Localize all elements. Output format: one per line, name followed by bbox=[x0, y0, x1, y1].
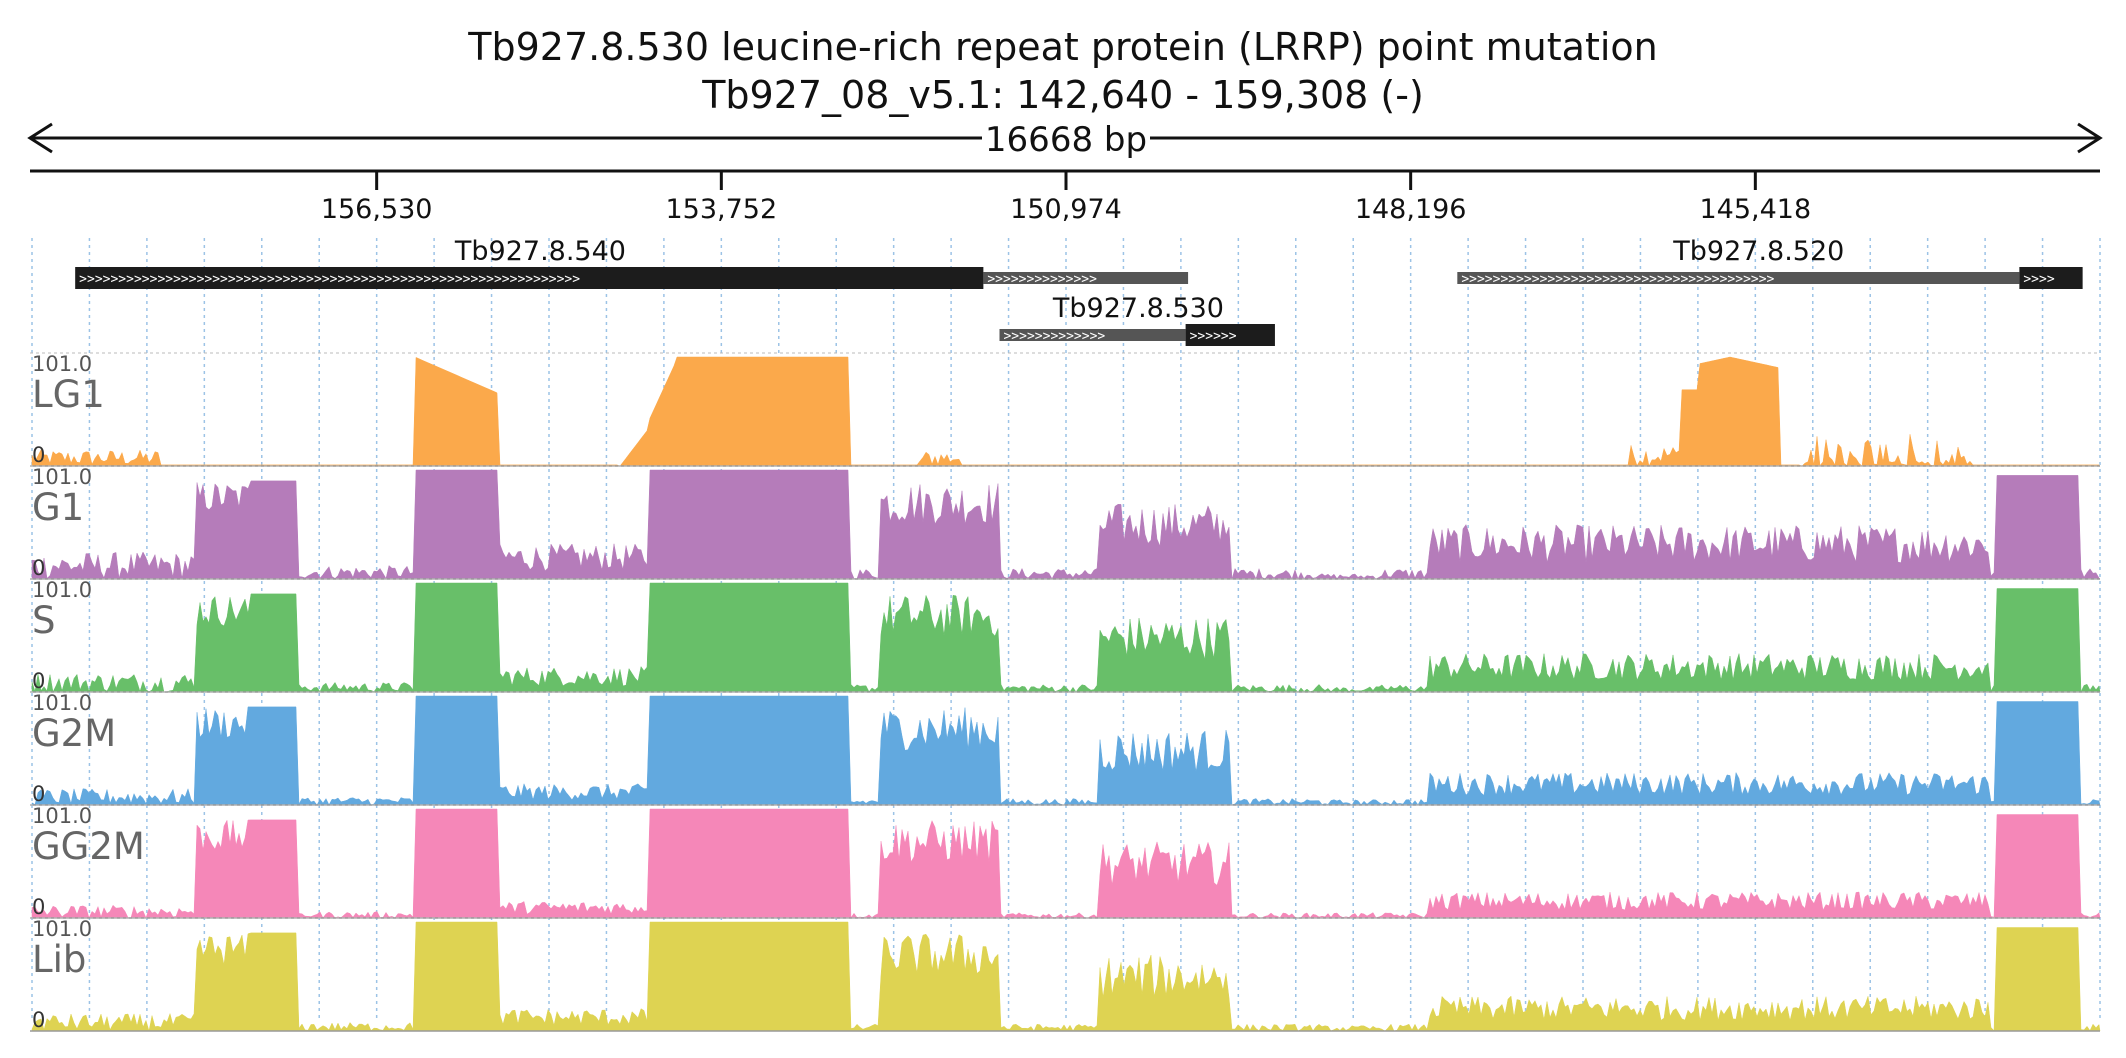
tick-label: 156,530 bbox=[321, 194, 433, 225]
track-name-label: G1 bbox=[32, 486, 84, 529]
track-name-label: GG2M bbox=[32, 825, 145, 868]
tick-label: 145,418 bbox=[1700, 194, 1812, 225]
gridlines bbox=[31, 238, 2101, 1022]
span-arrow-left bbox=[27, 122, 53, 154]
track-max-label: 101.0 bbox=[32, 578, 92, 602]
coverage-area bbox=[31, 356, 2101, 467]
track-max-label: 101.0 bbox=[32, 465, 92, 489]
track-min-label: 0 bbox=[32, 782, 45, 806]
track-max-label: 101.0 bbox=[32, 691, 92, 715]
tick-label: 150,974 bbox=[1010, 194, 1122, 225]
coverage-area bbox=[31, 921, 2101, 1032]
coverage-area bbox=[31, 808, 2101, 919]
coverage-area bbox=[31, 695, 2101, 806]
track-G1: 101.0G1 0 bbox=[30, 465, 2101, 580]
gene-Tb927.8.540: >>>>>>>>>>>>>>>>>>>>>>>>>>>>>>>>>>>>>>>>… bbox=[75, 236, 1189, 289]
strand-chevrons: >>>>>>>>>>>>>> bbox=[987, 272, 1097, 287]
tick-label: 153,752 bbox=[666, 194, 778, 225]
track-name-label: LG1 bbox=[32, 373, 105, 416]
gene-Tb927.8.530: >>>>>>>>>>>>> >>>>>>Tb927.8.530 bbox=[999, 293, 1275, 346]
track-S: 101.0S 0 bbox=[30, 578, 2101, 693]
track-min-label: 0 bbox=[32, 669, 45, 693]
strand-chevrons: >>>>>>>>>>>>>>>>>>>>>>>>>>>>>>>>>>>>>>>> bbox=[1461, 272, 1774, 287]
gene-label: Tb927.8.520 bbox=[1672, 236, 1844, 267]
gene-cds bbox=[1185, 324, 1275, 346]
track-max-label: 101.0 bbox=[32, 352, 92, 376]
chart-subtitle: Tb927_08_v5.1: 142,640 - 159,308 (-) bbox=[701, 73, 1424, 117]
gene-label: Tb927.8.530 bbox=[1052, 293, 1224, 324]
gene-utr bbox=[999, 329, 1186, 341]
gene-track: >>>>>>>>>>>>>>>>>>>>>>>>>>>>>>>>>>>>>>>>… bbox=[75, 236, 2083, 346]
gene-cds bbox=[75, 267, 984, 289]
track-name-label: G2M bbox=[32, 712, 116, 755]
track-min-label: 0 bbox=[32, 895, 45, 919]
span-label: 16668 bp bbox=[985, 120, 1147, 160]
gene-cds bbox=[2019, 267, 2083, 289]
coverage-area bbox=[31, 469, 2101, 580]
axis-ticks: 156,530 153,752 150,974 148,196 145,418 bbox=[321, 171, 1811, 225]
track-name-label: Lib bbox=[32, 938, 86, 981]
track-min-label: 0 bbox=[32, 556, 45, 580]
coverage-area bbox=[31, 582, 2101, 693]
track-min-label: 0 bbox=[32, 1008, 45, 1032]
strand-chevrons: >>>>>>>>>>>>>>>>>>>>>>>>>>>>>>>>>>>>>>>>… bbox=[79, 272, 580, 287]
track-min-label: 0 bbox=[32, 443, 45, 467]
gene-Tb927.8.520: >>>>>>>>>>>>>>>>>>>>>>>>>>>>>>>>>>>>>>>>… bbox=[1457, 236, 2083, 289]
gene-utr bbox=[1457, 272, 2020, 284]
track-max-label: 101.0 bbox=[32, 804, 92, 828]
chart-title: Tb927.8.530 leucine-rich repeat protein … bbox=[467, 25, 1657, 69]
coverage-tracks: 101.0LG10101.0G10101.0S0101.0G2M0101.0GG… bbox=[30, 352, 2101, 1032]
track-max-label: 101.0 bbox=[32, 917, 92, 941]
track-name-label: S bbox=[32, 599, 56, 642]
span-scale: 16668 bp bbox=[27, 120, 2103, 160]
gene-label: Tb927.8.540 bbox=[454, 236, 626, 267]
strand-chevrons: >>>>>>>>>>>>> bbox=[1003, 329, 1105, 344]
strand-chevrons: >>>>>> bbox=[1190, 329, 1237, 344]
strand-chevrons: >>>> bbox=[2023, 272, 2054, 287]
span-arrow-right bbox=[2077, 122, 2103, 154]
gene-utr bbox=[983, 272, 1189, 284]
tick-label: 148,196 bbox=[1355, 194, 1467, 225]
